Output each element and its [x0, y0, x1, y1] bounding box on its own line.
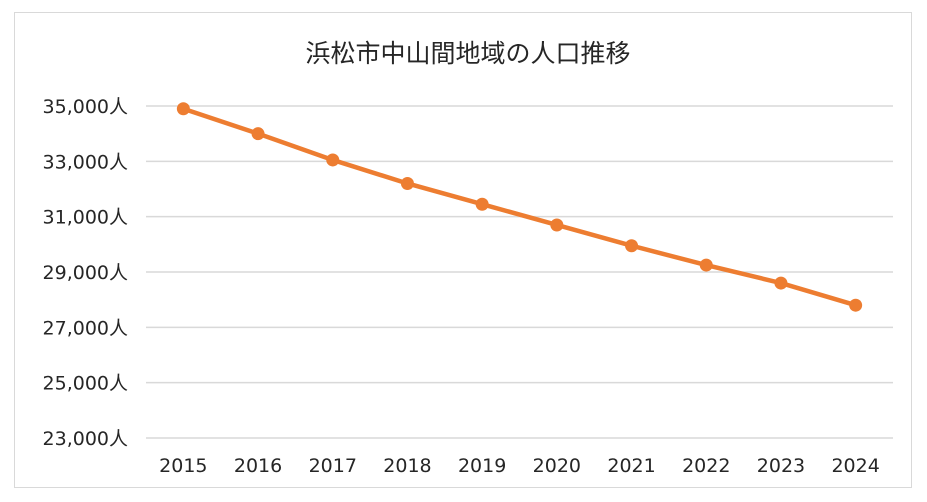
x-tick-label: 2022: [682, 455, 730, 477]
data-point-2022: [699, 258, 713, 272]
chart-frame: [14, 12, 912, 488]
series-line: [181, 106, 858, 308]
x-tick-label: 2019: [458, 455, 506, 477]
gridlines: [146, 105, 893, 439]
data-point-2015: [176, 102, 190, 116]
y-axis-tick-labels: 23,000人 25,000人 27,000人 29,000人 31,000人 33,00…: [43, 96, 128, 450]
y-tick-label: 25,000人: [43, 373, 128, 395]
y-tick-label: 23,000人: [43, 428, 128, 450]
data-point-2019: [475, 197, 489, 211]
data-point-2023: [774, 276, 788, 290]
data-point-2021: [625, 239, 639, 253]
y-tick-label: 33,000人: [43, 151, 128, 173]
series-population: [176, 102, 863, 312]
data-point-2024: [849, 298, 863, 312]
x-tick-label: 2017: [309, 455, 357, 477]
x-tick-label: 2021: [607, 455, 655, 477]
y-tick-label: 29,000人: [43, 262, 128, 284]
x-tick-label: 2015: [159, 455, 207, 477]
chart-title: 浜松市中山間地域の人口推移: [305, 39, 630, 68]
x-tick-label: 2018: [383, 455, 431, 477]
data-point-2016: [251, 127, 265, 141]
x-tick-label: 2020: [533, 455, 581, 477]
data-point-2017: [326, 153, 340, 167]
x-tick-label: 2016: [234, 455, 282, 477]
y-tick-label: 27,000人: [43, 317, 128, 339]
y-tick-label: 35,000人: [43, 96, 128, 118]
x-tick-label: 2024: [831, 455, 879, 477]
x-axis-tick-labels: 2015 2016 2017 2018 2019 2020 2021 2022 2023 2024: [159, 455, 880, 477]
y-tick-label: 31,000人: [43, 207, 128, 229]
x-tick-label: 2023: [757, 455, 805, 477]
data-point-2018: [400, 176, 414, 190]
data-point-2020: [550, 218, 564, 232]
